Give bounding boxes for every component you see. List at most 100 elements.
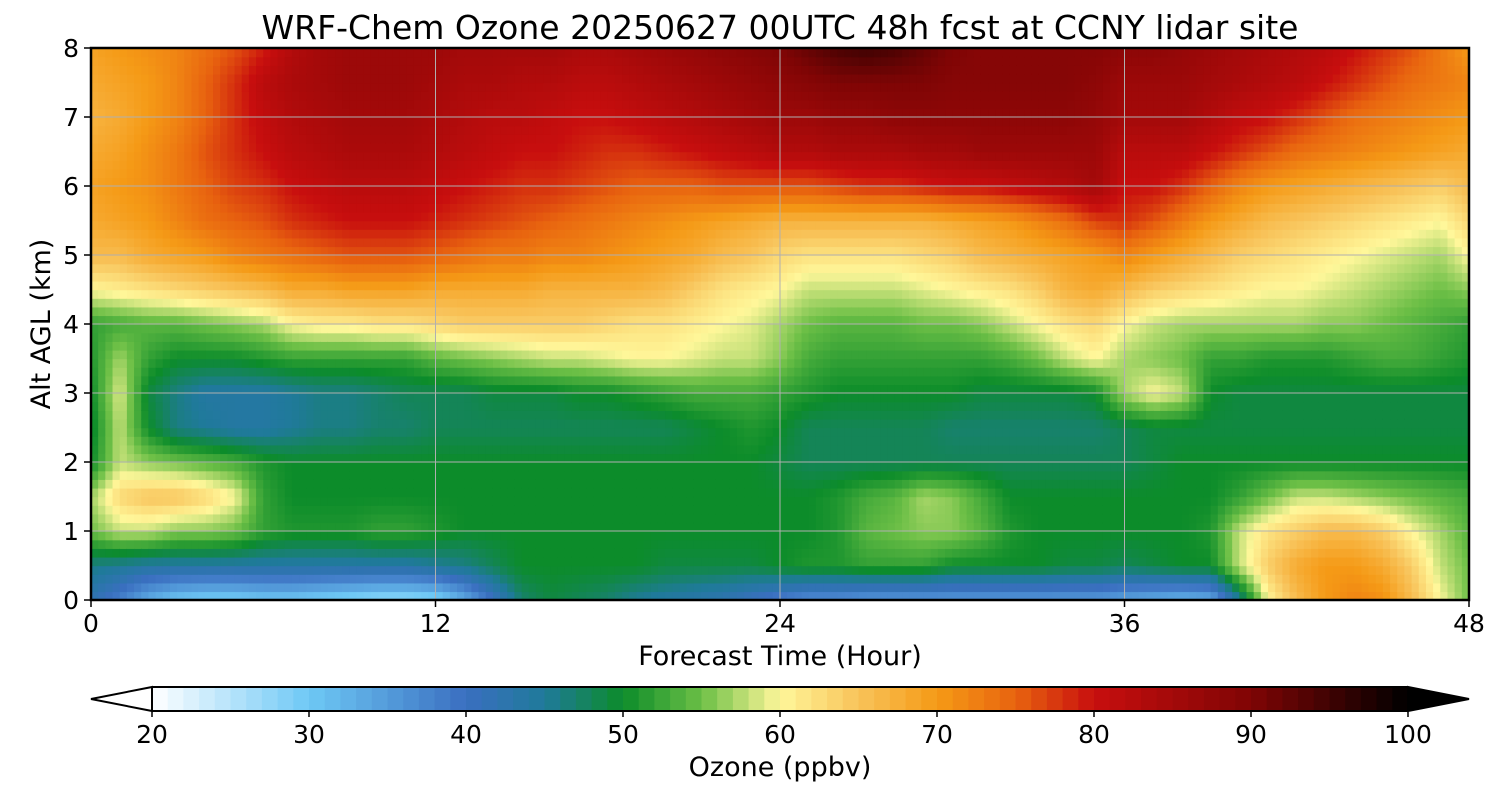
heatmap-cell bbox=[378, 229, 386, 239]
heatmap-cell bbox=[184, 151, 193, 161]
heatmap-cell bbox=[134, 237, 142, 248]
heatmap-cell bbox=[342, 255, 351, 265]
heatmap-cell bbox=[464, 401, 473, 411]
heatmap-cell bbox=[184, 358, 193, 368]
heatmap-cell bbox=[112, 220, 121, 230]
heatmap-cell bbox=[586, 177, 595, 187]
heatmap-cell bbox=[335, 591, 343, 600]
heatmap-cell bbox=[177, 565, 186, 575]
heatmap-cell bbox=[248, 272, 257, 282]
heatmap-cell bbox=[306, 410, 315, 420]
heatmap-cell bbox=[256, 384, 264, 394]
heatmap-cell bbox=[126, 194, 135, 204]
heatmap-cell bbox=[98, 349, 107, 360]
heatmap-cell bbox=[435, 306, 444, 317]
heatmap-cell bbox=[220, 194, 229, 204]
heatmap-cell bbox=[213, 186, 221, 196]
heatmap-cell bbox=[119, 349, 128, 360]
heatmap-cell bbox=[457, 427, 465, 437]
heatmap-cell bbox=[464, 177, 473, 187]
heatmap-cell bbox=[335, 142, 343, 153]
heatmap-cell bbox=[607, 82, 616, 92]
heatmap-cell bbox=[500, 117, 508, 127]
heatmap-cell bbox=[177, 280, 186, 291]
heatmap-cell bbox=[205, 324, 214, 334]
heatmap-cell bbox=[313, 531, 322, 541]
heatmap-cell bbox=[205, 194, 214, 204]
heatmap-cell bbox=[464, 306, 473, 317]
heatmap-cell bbox=[614, 91, 623, 101]
heatmap-cell bbox=[234, 539, 243, 549]
heatmap-cell bbox=[607, 375, 616, 386]
heatmap-cell bbox=[521, 203, 530, 213]
heatmap-cell bbox=[614, 358, 623, 368]
heatmap-cell bbox=[413, 255, 422, 265]
heatmap-cell bbox=[492, 134, 501, 144]
heatmap-cell bbox=[399, 384, 408, 394]
heatmap-cell bbox=[169, 73, 178, 84]
heatmap-cell bbox=[457, 393, 465, 403]
heatmap-cell bbox=[119, 453, 128, 463]
heatmap-cell bbox=[607, 246, 616, 256]
heatmap-cell bbox=[528, 134, 537, 144]
heatmap-cell bbox=[543, 117, 552, 127]
heatmap-cell bbox=[564, 453, 573, 463]
heatmap-cell bbox=[313, 91, 322, 101]
heatmap-cell bbox=[191, 393, 200, 403]
heatmap-cell bbox=[507, 444, 516, 455]
heatmap-cell bbox=[356, 194, 365, 204]
heatmap-cell bbox=[363, 367, 372, 377]
heatmap-cell bbox=[198, 237, 207, 248]
heatmap-cell bbox=[435, 272, 444, 282]
heatmap-cell bbox=[492, 539, 501, 549]
heatmap-cell bbox=[507, 151, 516, 161]
heatmap-cell bbox=[277, 565, 286, 575]
heatmap-cell bbox=[478, 531, 487, 541]
heatmap-cell bbox=[248, 255, 257, 265]
heatmap-cell bbox=[98, 229, 107, 239]
heatmap-cell bbox=[342, 574, 351, 584]
heatmap-cell bbox=[399, 444, 408, 455]
heatmap-cell bbox=[614, 479, 623, 489]
heatmap-cell bbox=[248, 453, 257, 463]
heatmap-cell bbox=[636, 332, 645, 342]
heatmap-cell bbox=[571, 349, 580, 360]
heatmap-cell bbox=[428, 298, 437, 308]
heatmap-cell bbox=[277, 108, 286, 118]
heatmap-cell bbox=[184, 246, 193, 256]
heatmap-cell bbox=[198, 401, 207, 411]
heatmap-cell bbox=[119, 134, 128, 144]
heatmap-cell bbox=[478, 332, 487, 342]
heatmap-cell bbox=[284, 134, 293, 144]
heatmap-cell bbox=[629, 151, 638, 161]
heatmap-cell bbox=[363, 289, 372, 299]
heatmap-cell bbox=[169, 574, 178, 584]
heatmap-cell bbox=[248, 177, 257, 187]
heatmap-cell bbox=[91, 298, 99, 308]
heatmap-cell bbox=[105, 117, 114, 127]
heatmap-cell bbox=[514, 134, 523, 144]
heatmap-cell bbox=[392, 142, 401, 153]
heatmap-cell bbox=[320, 99, 329, 110]
heatmap-cell bbox=[335, 246, 343, 256]
heatmap-cell bbox=[112, 496, 121, 506]
heatmap-cell bbox=[507, 341, 516, 351]
heatmap-cell bbox=[191, 151, 200, 161]
heatmap-cell bbox=[636, 591, 645, 600]
heatmap-cell bbox=[629, 565, 638, 575]
heatmap-cell bbox=[636, 531, 645, 541]
heatmap-cell bbox=[162, 177, 171, 187]
heatmap-cell bbox=[557, 513, 566, 524]
heatmap-cell bbox=[557, 91, 566, 101]
heatmap-cell bbox=[205, 539, 214, 549]
heatmap-cell bbox=[119, 186, 128, 196]
heatmap-cell bbox=[112, 539, 121, 549]
heatmap-cell bbox=[306, 211, 315, 222]
heatmap-cell bbox=[636, 306, 645, 317]
heatmap-cell bbox=[413, 539, 422, 549]
heatmap-cell bbox=[148, 375, 157, 386]
heatmap-cell bbox=[378, 341, 386, 351]
heatmap-cell bbox=[636, 91, 645, 101]
heatmap-cell bbox=[471, 565, 480, 575]
heatmap-cell bbox=[507, 298, 516, 308]
